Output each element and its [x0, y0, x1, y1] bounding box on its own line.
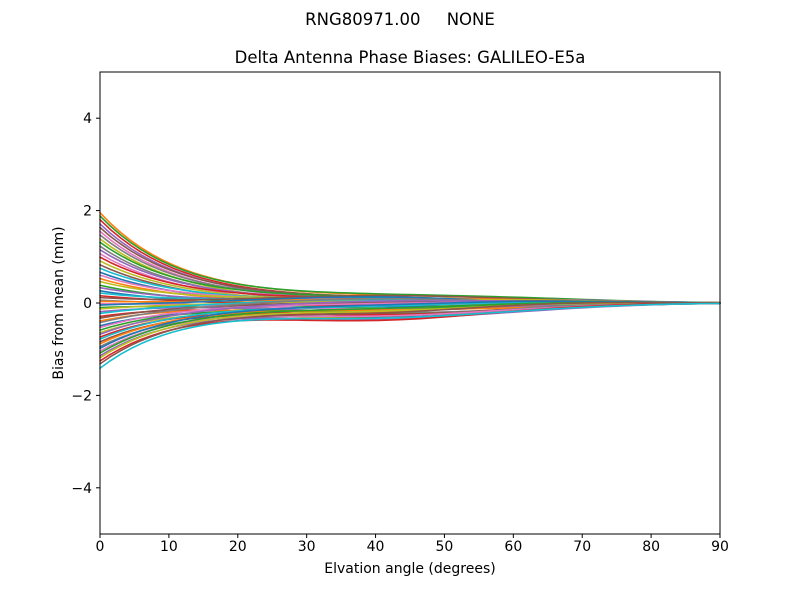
y-tick-label: 0	[83, 296, 92, 312]
x-tick-label: 90	[711, 539, 729, 555]
plot-area: 0 10 20 30 40 50 60 70 80 90 −4 −2 0 2 4	[71, 71, 729, 555]
figure-suptitle: RNG80971.00 NONE	[305, 10, 495, 29]
x-tick-label: 50	[436, 539, 454, 555]
y-tick-label: −2	[71, 388, 92, 404]
x-tick-label: 70	[573, 539, 591, 555]
x-tick-label: 60	[504, 539, 522, 555]
bias-line	[99, 302, 721, 370]
x-tick-label: 20	[229, 539, 247, 555]
bias-line	[99, 300, 721, 350]
x-tick-label: 10	[160, 539, 178, 555]
bias-line	[99, 301, 721, 365]
x-tick-label: 0	[96, 539, 105, 555]
x-tick-label: 30	[298, 539, 316, 555]
x-axis-label: Elvation angle (degrees)	[324, 561, 495, 577]
x-tick-label: 80	[642, 539, 660, 555]
y-tick-label: 4	[83, 111, 92, 127]
y-tick-label: −4	[71, 481, 92, 497]
axes-title: Delta Antenna Phase Biases: GALILEO-E5a	[235, 48, 586, 67]
x-tick-label: 40	[367, 539, 385, 555]
y-tick-label: 2	[83, 204, 92, 220]
y-axis-label: Bias from mean (mm)	[51, 226, 67, 379]
bias-line	[99, 218, 721, 304]
